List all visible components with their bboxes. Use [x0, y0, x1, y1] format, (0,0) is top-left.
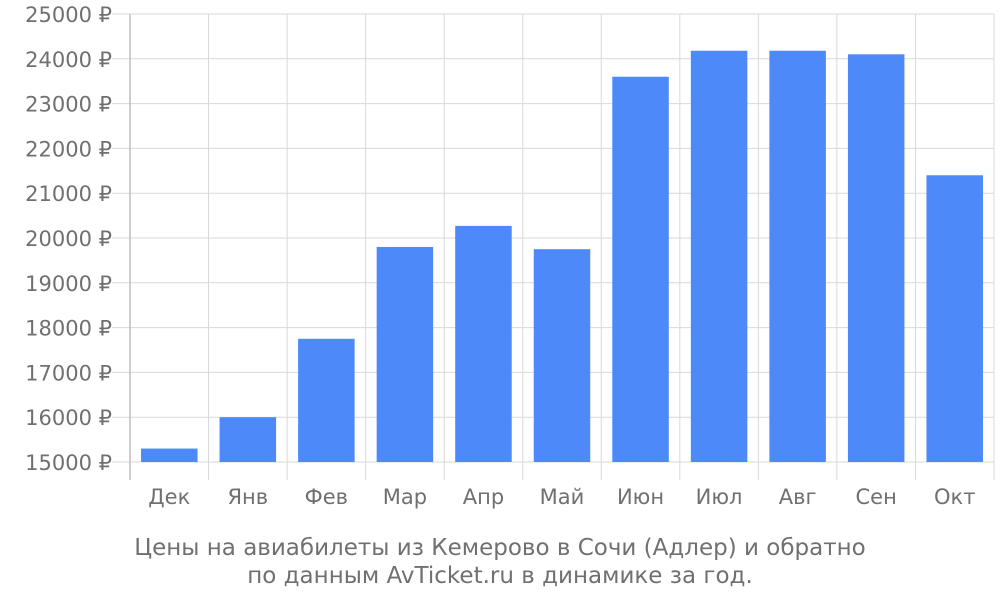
bar-9: [769, 50, 826, 463]
x-tick-label: Июн: [617, 485, 664, 509]
y-tick-label: 23000 ₽: [25, 93, 112, 117]
bars: [141, 50, 983, 463]
x-tick-labels: Дек Янв Фев Мар Апр Май Июн Июл Авг Сен Окт: [148, 485, 975, 509]
bar-6: [533, 249, 591, 462]
x-tick-label: Дек: [148, 485, 190, 509]
y-tick-labels: 15000 ₽ 16000 ₽ 17000 ₽ 18000 ₽ 19000 ₽ 20000…: [25, 3, 112, 475]
x-tick-label: Июл: [696, 485, 743, 509]
bar-3: [298, 338, 355, 462]
y-tick-label: 15000 ₽: [25, 451, 112, 475]
y-tick-label: 22000 ₽: [25, 137, 112, 161]
chart-caption-line-1: Цены на авиабилеты из Кемерово в Сочи (А…: [134, 535, 866, 561]
x-tick-label: Май: [540, 485, 585, 509]
bar-1: [141, 448, 198, 462]
bar-5: [455, 225, 512, 462]
y-tick-label: 20000 ₽: [25, 227, 112, 251]
bar-2: [219, 417, 277, 462]
y-tick-label: 16000 ₽: [25, 406, 112, 430]
x-tick-label: Авг: [779, 485, 817, 509]
y-tick-label: 21000 ₽: [25, 182, 112, 206]
x-tick-label: Окт: [934, 485, 975, 509]
bar-11: [926, 175, 983, 462]
grid-lines: [112, 13, 995, 480]
bar-8: [690, 50, 748, 463]
bar-7: [612, 76, 669, 462]
x-tick-label: Сен: [856, 485, 897, 509]
x-tick-label: Янв: [227, 485, 268, 509]
chart-caption-line-2: по данным AvTicket.ru в динамике за год.: [247, 563, 753, 589]
x-tick-label: Апр: [463, 485, 504, 509]
bar-10: [847, 54, 905, 462]
y-tick-label: 19000 ₽: [25, 272, 112, 296]
y-tick-label: 17000 ₽: [25, 361, 112, 385]
y-tick-label: 24000 ₽: [25, 48, 112, 72]
x-tick-label: Мар: [383, 485, 427, 509]
bar-4: [376, 246, 434, 462]
y-tick-label: 25000 ₽: [25, 3, 112, 27]
y-tick-label: 18000 ₽: [25, 317, 112, 341]
x-tick-label: Фев: [305, 485, 348, 509]
